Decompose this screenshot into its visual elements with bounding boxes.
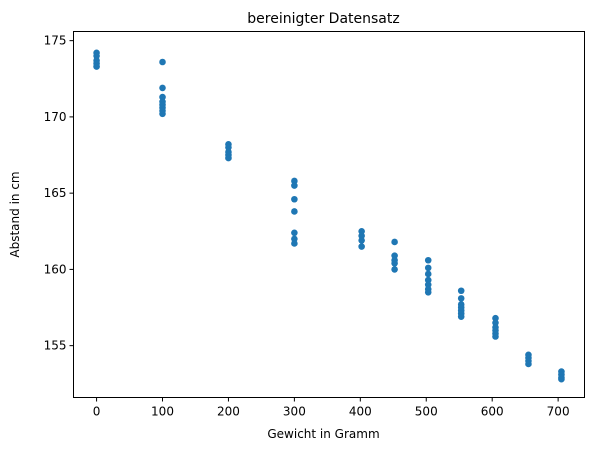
data-point: [525, 361, 532, 368]
data-point: [358, 243, 365, 250]
x-tick-label: 100: [151, 405, 174, 419]
plot-area: [93, 50, 564, 383]
y-tick-label: 175: [44, 34, 67, 48]
data-point: [425, 271, 432, 278]
data-point: [391, 239, 398, 246]
y-axis-label: Abstand in cm: [8, 171, 22, 257]
data-point: [93, 63, 100, 70]
y-tick-label: 155: [44, 339, 67, 353]
x-tick-label: 700: [547, 405, 570, 419]
data-point: [458, 287, 465, 294]
data-point: [425, 257, 432, 264]
x-tick-label: 200: [217, 405, 240, 419]
x-tick-label: 0: [93, 405, 101, 419]
data-point: [159, 59, 166, 66]
data-point: [558, 376, 565, 383]
data-point: [291, 230, 298, 237]
data-point: [391, 260, 398, 267]
data-point: [291, 182, 298, 189]
data-point: [225, 155, 232, 162]
x-tick-label: 500: [415, 405, 438, 419]
y-tick-label: 170: [44, 110, 67, 124]
y-tick-label: 165: [44, 186, 67, 200]
data-point: [391, 266, 398, 273]
plot-frame: [74, 32, 585, 398]
data-point: [458, 313, 465, 320]
data-point: [425, 289, 432, 296]
data-point: [492, 333, 499, 340]
x-tick-label: 300: [283, 405, 306, 419]
data-point: [291, 196, 298, 203]
y-axis: 155 160 165 170 175: [44, 34, 74, 353]
x-tick-label: 400: [349, 405, 372, 419]
data-point: [159, 85, 166, 92]
data-point: [458, 295, 465, 302]
chart-title: bereinigter Datensatz: [247, 11, 399, 27]
data-point: [291, 240, 298, 247]
data-point: [291, 208, 298, 215]
data-point: [358, 237, 365, 244]
x-tick-label: 600: [481, 405, 504, 419]
x-axis-label: Gewicht in Gramm: [267, 427, 379, 441]
y-tick-label: 160: [44, 262, 67, 276]
data-point: [159, 111, 166, 118]
data-point: [425, 265, 432, 272]
x-axis: 0 100 200 300 400 500 600 700: [93, 398, 570, 419]
